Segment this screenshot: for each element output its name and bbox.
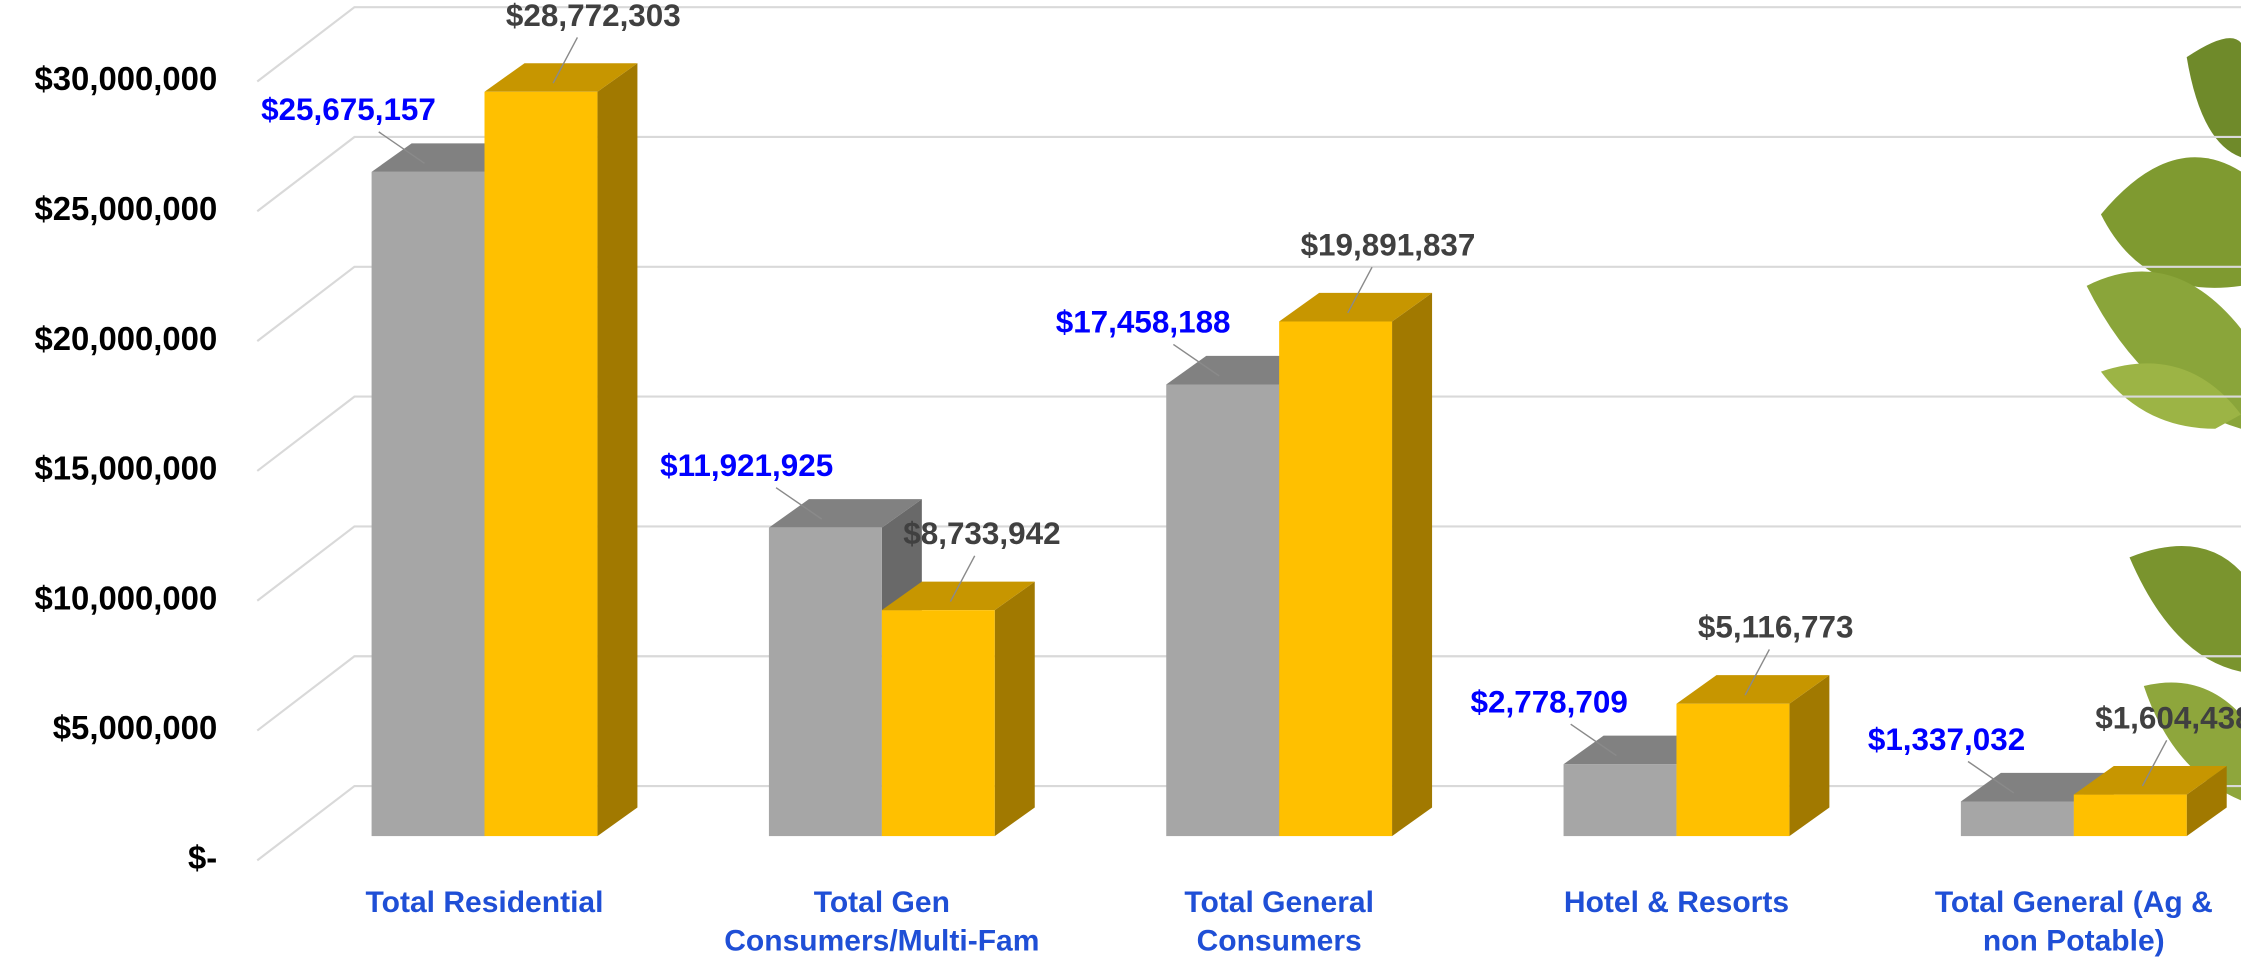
plant-decoration	[2087, 38, 2241, 800]
leaf	[2130, 546, 2241, 672]
value-label: $28,772,303	[506, 0, 681, 33]
x-tick-label: Total Gen Consumers/Multi-Fam	[717, 883, 1046, 960]
value-label: $19,891,837	[1301, 228, 1476, 263]
bar-front	[882, 610, 995, 836]
y-tick-label: $10,000,000	[35, 579, 218, 616]
bar	[882, 582, 1035, 837]
bar-front	[769, 528, 882, 836]
bar-side	[597, 63, 637, 836]
y-tick-label: $15,000,000	[35, 450, 218, 487]
bar-front	[1961, 802, 2074, 837]
value-label: $11,921,925	[660, 448, 833, 483]
value-label: $2,778,709	[1471, 684, 1628, 719]
bar	[485, 63, 638, 836]
chart: $- $5,000,000 $10,000,000 $15,000,000 $20,00…	[0, 0, 2241, 960]
y-tick-label: $25,000,000	[35, 190, 218, 227]
bar-side	[1392, 293, 1432, 836]
x-tick-label: Hotel & Resorts	[1512, 883, 1841, 922]
page: {"chart_data": {"type": "bar3d", "catego…	[0, 0, 2241, 960]
bar-front	[1166, 384, 1279, 836]
value-label: $17,458,188	[1056, 305, 1231, 340]
bar-front	[1279, 322, 1392, 837]
x-tick-label: Total General Consumers	[1115, 883, 1444, 960]
leaf	[2101, 157, 2241, 288]
value-label: $5,116,773	[1698, 610, 1854, 645]
bar	[1279, 293, 1432, 836]
value-label: $1,604,438	[2095, 701, 2241, 736]
y-tick-label: $30,000,000	[35, 60, 218, 97]
bar-front	[372, 172, 485, 836]
bar-side	[995, 582, 1035, 837]
bar	[1676, 675, 1829, 836]
leaf	[2187, 38, 2241, 157]
x-tick-label: Total Residential	[320, 883, 649, 922]
x-tick-label: Total General (Ag & non Potable)	[1909, 883, 2238, 960]
bar-front	[485, 92, 598, 836]
value-label: $25,675,157	[261, 92, 436, 127]
y-tick-label: $-	[188, 839, 217, 876]
bar-front	[2074, 795, 2187, 837]
bar-front	[1676, 704, 1789, 836]
chart-area: $- $5,000,000 $10,000,000 $15,000,000 $20,00…	[0, 0, 2241, 960]
value-label: $1,337,032	[1868, 722, 2025, 757]
bar-front	[1564, 764, 1677, 836]
y-tick-label: $20,000,000	[35, 320, 218, 357]
y-tick-label: $5,000,000	[53, 709, 217, 746]
value-label: $8,733,942	[903, 516, 1060, 551]
